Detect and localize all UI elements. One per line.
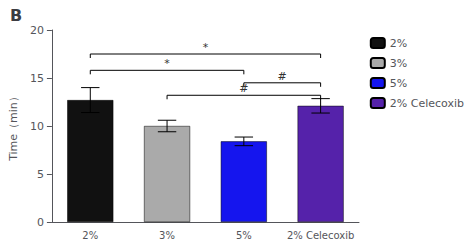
svg-text:2%: 2% xyxy=(390,37,407,50)
svg-text:Time（min）: Time（min） xyxy=(7,91,20,162)
svg-text:5%: 5% xyxy=(390,77,407,90)
svg-text:#: # xyxy=(239,82,248,95)
svg-text:2% Celecoxib: 2% Celecoxib xyxy=(287,230,354,241)
svg-text:B: B xyxy=(10,6,22,25)
svg-text:#: # xyxy=(278,70,287,83)
svg-text:0: 0 xyxy=(37,216,44,229)
svg-text:*: * xyxy=(164,57,170,70)
svg-text:20: 20 xyxy=(30,24,44,37)
svg-text:3%: 3% xyxy=(159,230,175,241)
svg-text:3%: 3% xyxy=(390,57,407,70)
svg-text:2%: 2% xyxy=(82,230,98,241)
svg-text:10: 10 xyxy=(30,120,44,133)
svg-text:5%: 5% xyxy=(236,230,252,241)
svg-text:2% Celecoxib: 2% Celecoxib xyxy=(390,97,464,110)
svg-text:*: * xyxy=(203,41,209,54)
svg-text:5: 5 xyxy=(37,168,44,181)
svg-text:15: 15 xyxy=(30,72,44,85)
